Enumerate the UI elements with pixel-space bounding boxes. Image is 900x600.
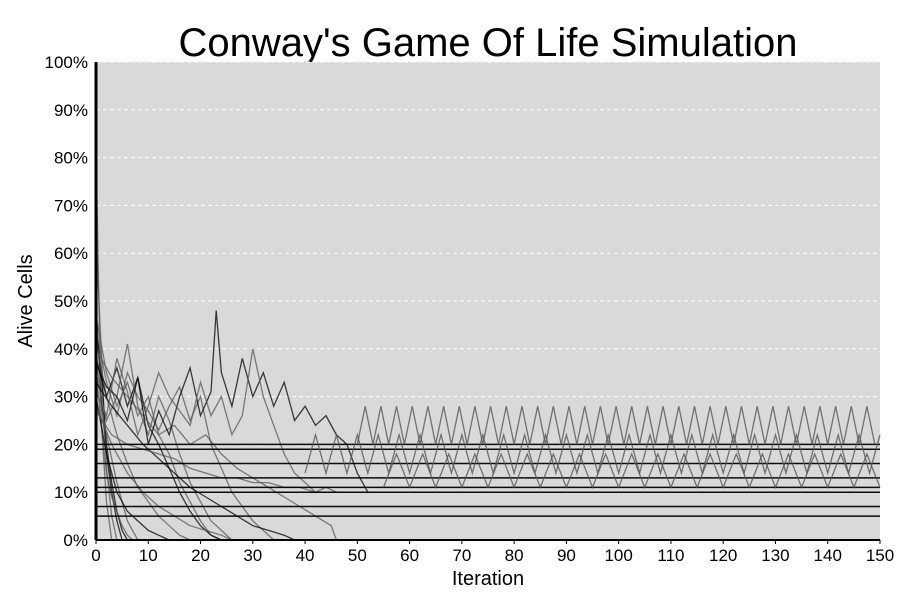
x-tick-label: 110 xyxy=(657,546,684,565)
x-tick-label: 120 xyxy=(709,546,737,565)
x-tick-label: 80 xyxy=(505,546,524,565)
series-line xyxy=(95,348,139,541)
series-group xyxy=(95,147,881,541)
series-line xyxy=(95,405,233,541)
y-axis-label: Alive Cells xyxy=(15,254,37,347)
x-tick-label: 140 xyxy=(814,546,842,565)
x-tick-label: 90 xyxy=(557,546,576,565)
series-line xyxy=(95,310,369,493)
x-tick-label: 50 xyxy=(348,546,367,565)
y-tick-label: 30% xyxy=(54,388,88,407)
chart-title: Conway's Game Of Life Simulation xyxy=(178,21,797,65)
y-tick-label: 60% xyxy=(54,244,88,263)
y-tick-label: 0% xyxy=(63,531,88,550)
x-tick-label: 30 xyxy=(243,546,262,565)
series-line xyxy=(95,348,338,541)
y-tick-label: 100% xyxy=(45,53,88,72)
y-tick-label: 90% xyxy=(54,101,88,120)
y-tick-label: 70% xyxy=(54,196,88,215)
x-tick-label: 100 xyxy=(604,546,632,565)
y-tick-label: 20% xyxy=(54,435,88,454)
x-tick-label: 130 xyxy=(761,546,789,565)
x-tick-label: 40 xyxy=(296,546,315,565)
x-tick-labels: 0 10 20 30 40 50 60 70 80 90 100 110 120 130 140 150 xyxy=(91,540,894,565)
series-line xyxy=(95,339,191,541)
oscillating-series-line xyxy=(304,432,881,476)
x-tick-label: 70 xyxy=(452,546,471,565)
y-tick-labels: 0% 10% 20% 30% 40% 50% 60% 70% 80% 90% 100% xyxy=(45,53,88,550)
x-tick-label: 0 xyxy=(91,546,100,565)
series-line xyxy=(95,329,275,541)
oscillating-series-line xyxy=(356,406,876,445)
x-tick-label: 60 xyxy=(400,546,419,565)
series-line xyxy=(95,343,233,541)
y-tick-label: 10% xyxy=(54,483,88,502)
x-axis-label: Iteration xyxy=(452,568,524,590)
series-line xyxy=(95,324,128,541)
y-tick-label: 80% xyxy=(54,149,88,168)
x-tick-label: 20 xyxy=(191,546,210,565)
oscillating-series-line xyxy=(382,452,881,490)
series-line xyxy=(95,348,337,493)
x-tick-label: 10 xyxy=(139,546,158,565)
y-tick-label: 40% xyxy=(54,340,88,359)
y-tick-label: 50% xyxy=(54,292,88,311)
x-tick-label: 150 xyxy=(866,546,894,565)
